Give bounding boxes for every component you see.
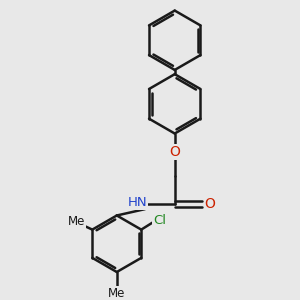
Text: O: O xyxy=(205,197,215,211)
Text: Me: Me xyxy=(108,287,125,300)
Text: Cl: Cl xyxy=(153,214,166,227)
Text: O: O xyxy=(169,145,180,159)
Text: HN: HN xyxy=(128,196,147,209)
Text: Me: Me xyxy=(68,215,86,228)
